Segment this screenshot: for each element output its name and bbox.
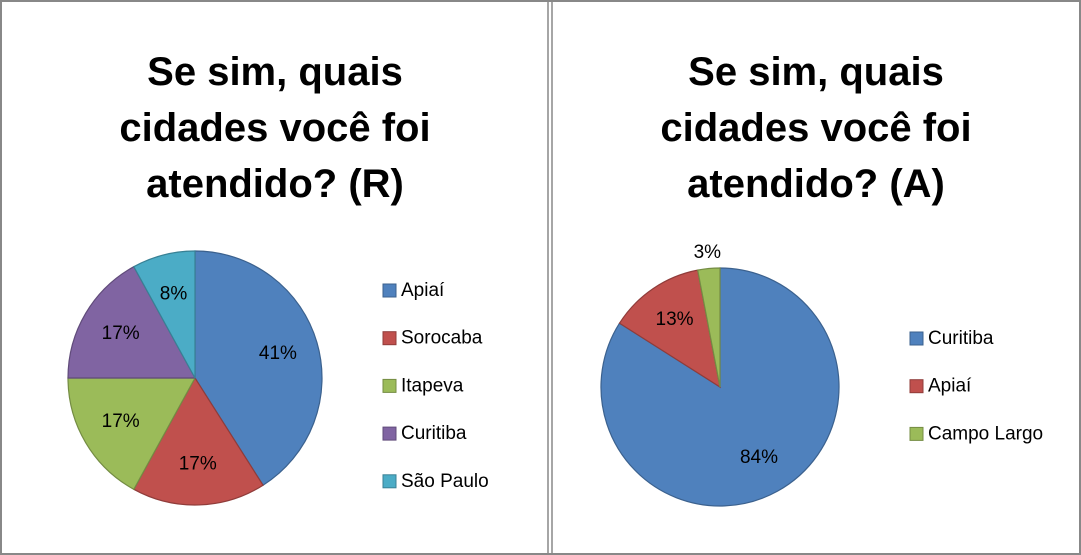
- legend-swatch: [909, 331, 924, 346]
- pie-slice: [618, 269, 721, 389]
- pie-slice: [133, 376, 264, 506]
- data-label: 41%: [259, 343, 297, 364]
- legend-label: Campo Largo: [928, 423, 1043, 444]
- legend-label: São Paulo: [401, 471, 489, 492]
- data-label: 17%: [102, 323, 140, 344]
- legend-swatch: [382, 474, 397, 489]
- data-label: 84%: [740, 447, 778, 468]
- legend-swatch: [382, 331, 397, 346]
- legend-swatch: [909, 426, 924, 441]
- chart-title: Se sim, quais cidades você foi atendido?…: [119, 50, 431, 206]
- data-label: 17%: [179, 453, 217, 474]
- pie-slice: [697, 267, 721, 388]
- legend-label: Apiaí: [401, 280, 445, 301]
- legend-swatch: [909, 379, 924, 394]
- data-label: 17%: [102, 411, 140, 432]
- legend-label: Apiaí: [928, 376, 972, 397]
- pie-slice: [194, 250, 323, 487]
- pie-slice: [67, 377, 197, 491]
- legend-swatch: [382, 426, 397, 441]
- pie-slice: [133, 250, 196, 379]
- legend-swatch: [382, 283, 397, 298]
- chart-title: Se sim, quais cidades você foi atendido?…: [660, 50, 972, 206]
- pie-slice: [67, 265, 197, 379]
- legend-swatch: [382, 378, 397, 393]
- legend-label: Curitiba: [928, 328, 994, 349]
- legend-label: Itapeva: [401, 375, 464, 396]
- data-label: 8%: [160, 283, 188, 304]
- data-label: 13%: [656, 309, 694, 330]
- legend-label: Sorocaba: [401, 328, 483, 349]
- legend-label: Curitiba: [401, 423, 467, 444]
- data-label: 3%: [694, 242, 722, 263]
